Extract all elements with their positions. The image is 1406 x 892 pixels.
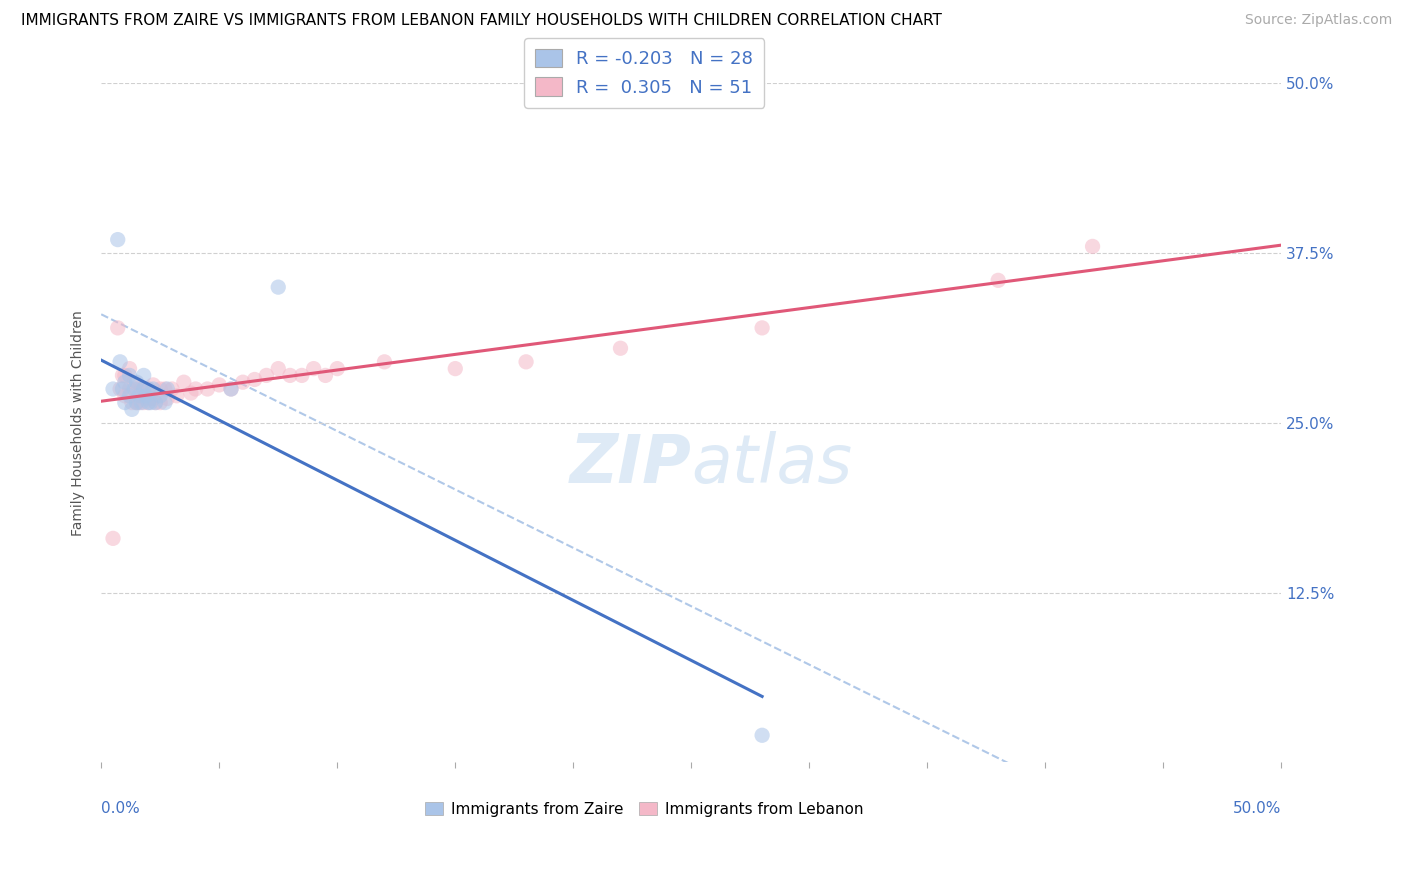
Point — [111, 368, 134, 383]
Point — [166, 389, 188, 403]
Point — [153, 395, 176, 409]
Point — [135, 392, 157, 406]
Point — [515, 355, 537, 369]
Text: Source: ZipAtlas.com: Source: ZipAtlas.com — [1244, 13, 1392, 28]
Point — [101, 532, 124, 546]
Point — [751, 728, 773, 742]
Point — [180, 386, 202, 401]
Point — [145, 395, 167, 409]
Point — [125, 395, 148, 409]
Point — [751, 321, 773, 335]
Y-axis label: Family Households with Children: Family Households with Children — [72, 310, 86, 536]
Point — [125, 375, 148, 389]
Point — [122, 375, 145, 389]
Point — [108, 355, 131, 369]
Point — [121, 402, 143, 417]
Point — [326, 361, 349, 376]
Point — [138, 382, 160, 396]
Text: atlas: atlas — [692, 431, 852, 497]
Point — [267, 280, 290, 294]
Point — [278, 368, 301, 383]
Text: 0.0%: 0.0% — [101, 801, 141, 816]
Point — [107, 321, 129, 335]
Point — [149, 389, 172, 403]
Point — [267, 361, 290, 376]
Point — [132, 368, 155, 383]
Point — [132, 395, 155, 409]
Point — [125, 382, 148, 396]
Point — [156, 382, 179, 396]
Point — [118, 361, 141, 376]
Text: 50.0%: 50.0% — [1233, 801, 1281, 816]
Point — [114, 368, 136, 383]
Point — [609, 341, 631, 355]
Legend: Immigrants from Zaire, Immigrants from Lebanon: Immigrants from Zaire, Immigrants from L… — [419, 796, 869, 822]
Point — [135, 389, 157, 403]
Point — [156, 392, 179, 406]
Point — [139, 392, 162, 406]
Point — [118, 382, 141, 396]
Point — [139, 395, 162, 409]
Text: ZIP: ZIP — [569, 431, 692, 497]
Point — [138, 395, 160, 409]
Point — [101, 382, 124, 396]
Point — [444, 361, 467, 376]
Point — [153, 382, 176, 396]
Point — [142, 382, 165, 396]
Point — [118, 389, 141, 403]
Point — [118, 368, 141, 383]
Point — [142, 392, 165, 406]
Point — [373, 355, 395, 369]
Point — [142, 378, 165, 392]
Point — [197, 382, 219, 396]
Point — [108, 382, 131, 396]
Text: IMMIGRANTS FROM ZAIRE VS IMMIGRANTS FROM LEBANON FAMILY HOUSEHOLDS WITH CHILDREN: IMMIGRANTS FROM ZAIRE VS IMMIGRANTS FROM… — [21, 13, 942, 29]
Point — [111, 382, 134, 396]
Point — [232, 375, 254, 389]
Point — [138, 382, 160, 396]
Point — [131, 395, 153, 409]
Point — [132, 382, 155, 396]
Point — [314, 368, 336, 383]
Point — [132, 382, 155, 396]
Point — [145, 395, 167, 409]
Point — [219, 382, 242, 396]
Point — [208, 378, 231, 392]
Point — [149, 395, 172, 409]
Point — [1081, 239, 1104, 253]
Point — [243, 372, 266, 386]
Point — [114, 389, 136, 403]
Point — [128, 395, 150, 409]
Point — [173, 375, 195, 389]
Point — [302, 361, 325, 376]
Point — [138, 395, 160, 409]
Point — [114, 375, 136, 389]
Point — [184, 382, 207, 396]
Point — [125, 395, 148, 409]
Point — [219, 382, 242, 396]
Point — [128, 389, 150, 403]
Point — [291, 368, 314, 383]
Point — [256, 368, 278, 383]
Point — [131, 382, 153, 396]
Point — [107, 233, 129, 247]
Point — [987, 273, 1010, 287]
Point — [160, 382, 183, 396]
Point — [149, 382, 172, 396]
Point — [121, 395, 143, 409]
Point — [122, 382, 145, 396]
Point — [114, 395, 136, 409]
